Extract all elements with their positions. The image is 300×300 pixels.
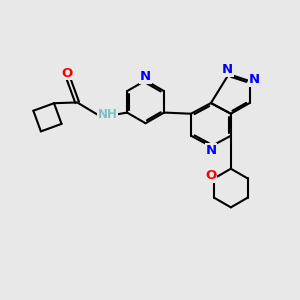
Text: N: N xyxy=(222,63,233,76)
Text: N: N xyxy=(206,144,217,157)
Text: NH: NH xyxy=(98,108,118,121)
Text: N: N xyxy=(248,73,260,86)
Text: O: O xyxy=(206,169,217,182)
Text: O: O xyxy=(61,67,72,80)
Text: N: N xyxy=(140,70,151,83)
